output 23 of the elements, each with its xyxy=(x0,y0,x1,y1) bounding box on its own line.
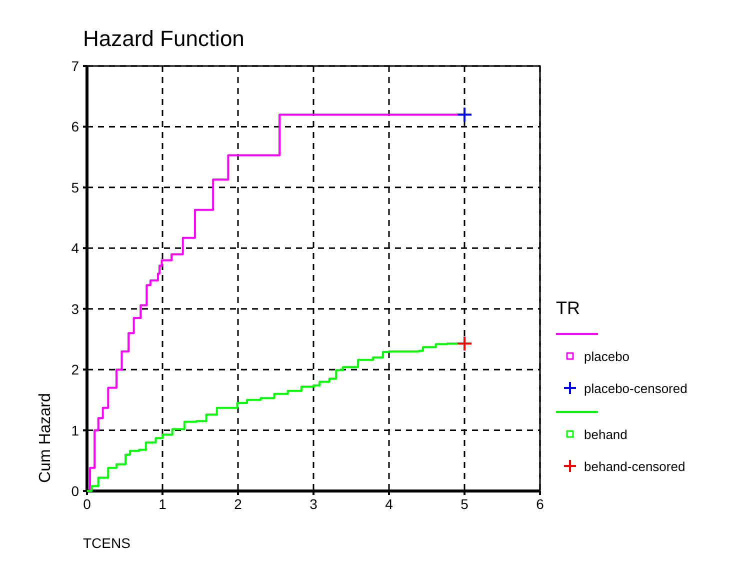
y-tick-label: 2 xyxy=(71,362,80,378)
y-tick-label: 1 xyxy=(71,422,80,438)
chart-title: Hazard Function xyxy=(83,26,244,51)
x-tick-label: 2 xyxy=(234,496,242,512)
legend-label: placebo xyxy=(584,349,630,364)
legend-title: TR xyxy=(556,298,580,318)
legend-label: behand-censored xyxy=(584,459,686,474)
y-tick-label: 5 xyxy=(71,179,80,196)
x-tick-label: 4 xyxy=(385,496,394,512)
x-tick-label: 1 xyxy=(158,496,167,512)
legend-label: behand xyxy=(584,427,628,442)
legend-label: placebo-censored xyxy=(584,381,688,396)
x-tick-label: 6 xyxy=(536,496,544,512)
x-tick-label: 3 xyxy=(310,496,318,512)
y-tick-label: 6 xyxy=(71,118,80,135)
x-tick-label: 5 xyxy=(460,496,469,512)
x-tick-label: 0 xyxy=(83,496,92,512)
y-tick-label: 0 xyxy=(71,483,80,499)
y-tick-label: 3 xyxy=(71,300,80,317)
y-tick-label: 7 xyxy=(71,58,80,74)
x-axis-title: TCENS xyxy=(83,535,130,551)
y-axis-title: Cum Hazard xyxy=(37,393,54,483)
y-tick-label: 4 xyxy=(71,240,80,256)
